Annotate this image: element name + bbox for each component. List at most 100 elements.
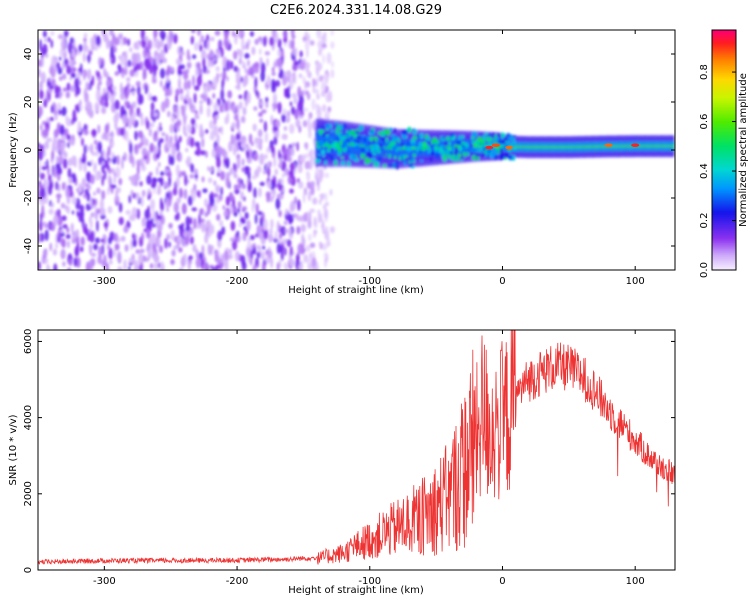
colorbar-swatch [712,90,736,93]
heatmap-cell [177,46,181,55]
heatmap-cell [281,113,287,123]
heatmap-cell [152,223,157,228]
heatmap-cell [279,244,284,253]
heatmap-cell [353,157,360,162]
heatmap-cell [432,137,438,143]
heatmap-cell [57,235,61,243]
heatmap-cell [50,31,55,36]
heatmap-cell [318,75,324,82]
colorbar-swatch [712,76,736,79]
colorbar-swatch [712,184,736,187]
colorbar-swatch [712,130,736,133]
heatmap-cell [150,101,155,112]
heatmap-cell [176,211,180,221]
colorbar-swatch [712,96,736,99]
heatmap-cell [153,251,157,262]
heatmap-cell [249,234,255,241]
heatmap-cell [244,165,250,172]
heatmap-cell [119,82,123,94]
colorbar-swatch [712,168,736,171]
heatmap-cell [63,52,67,60]
heatmap-cell [95,237,100,244]
heatmap-cell [277,101,282,114]
heatmap-cell [393,127,397,133]
heatmap-cell [406,141,410,146]
heatmap-cell [173,245,178,251]
heatmap-cell [157,184,161,196]
heatmap-cell [364,157,369,160]
heatmap-cell [73,257,78,267]
heatmap-cell [242,76,247,88]
heatmap-cell [58,109,62,116]
heatmap-cell [290,30,295,37]
colorbar-swatch [712,42,736,45]
heatmap-cell [115,200,119,207]
heatmap-cell [286,92,291,99]
heatmap-cell [105,133,109,142]
heatmap-cell [107,187,110,196]
heatmap-cell [168,153,172,166]
heatmap-cell [79,63,83,75]
heatmap-cell [205,219,209,229]
heatmap-cell [364,159,369,165]
heatmap-cell [278,232,283,240]
heatmap-cell [261,212,265,222]
heatmap-cell [224,101,229,112]
heatmap-cell [461,135,465,140]
heatmap-cell [317,129,321,132]
snr-y-label: SNR (10 * v/v) [8,414,19,485]
heatmap-cell [427,141,432,146]
heatmap-cell [39,39,42,51]
heatmap-cell [136,174,141,181]
heatmap-cell [181,202,187,215]
heatmap-cell [90,143,94,154]
heatmap-cell [114,70,120,77]
heatmap-cell [205,150,208,158]
heatmap-cell [329,226,335,234]
heatmap-cell [257,36,263,42]
heatmap-cell [320,81,326,92]
heatmap-cell [321,43,327,49]
heatmap-cell [289,101,293,107]
heatmap-cell [165,197,170,210]
heatmap-cell [62,73,67,80]
heatmap-cell [481,153,486,156]
heatmap-cell [83,162,87,173]
heatmap-cell [144,84,148,95]
heatmap-cell [68,177,73,183]
heatmap-cell [88,184,92,190]
heatmap-cell [166,39,172,50]
heatmap-cell [107,164,110,171]
heatmap-cell [340,135,345,141]
heatmap-cell [46,266,51,270]
heatmap-cell [141,232,145,241]
heatmap-cell [491,151,495,158]
heatmap-cell [61,238,66,249]
heatmap-cell [211,130,217,136]
heatmap-cell [320,125,325,129]
heatmap-cell [108,259,113,265]
heatmap-cell [47,91,51,101]
heatmap-cell [141,217,146,228]
heatmap-cell [224,267,230,270]
heatmap-cell [254,137,259,144]
heatmap-cell [329,188,333,196]
heatmap-cell [208,120,214,130]
heatmap-cell [207,177,213,184]
heatmap-cell [283,126,288,131]
heatmap-cell [277,48,281,58]
heatmap-cell [155,166,159,176]
snr-background [38,330,675,570]
heatmap-cell [326,52,332,65]
heatmap-cell [38,232,41,244]
heatmap-cell [216,213,221,221]
heatmap-cell [159,137,164,143]
heatmap-cell [316,261,319,268]
heatmap-cell [178,135,182,143]
heatmap-cell [157,41,161,51]
heatmap-cell [99,98,103,106]
colorbar-tick-label: 0.6 [699,114,710,130]
heatmap-cell [317,40,323,49]
heatmap-cell [448,141,451,146]
heatmap-cell [81,137,84,147]
